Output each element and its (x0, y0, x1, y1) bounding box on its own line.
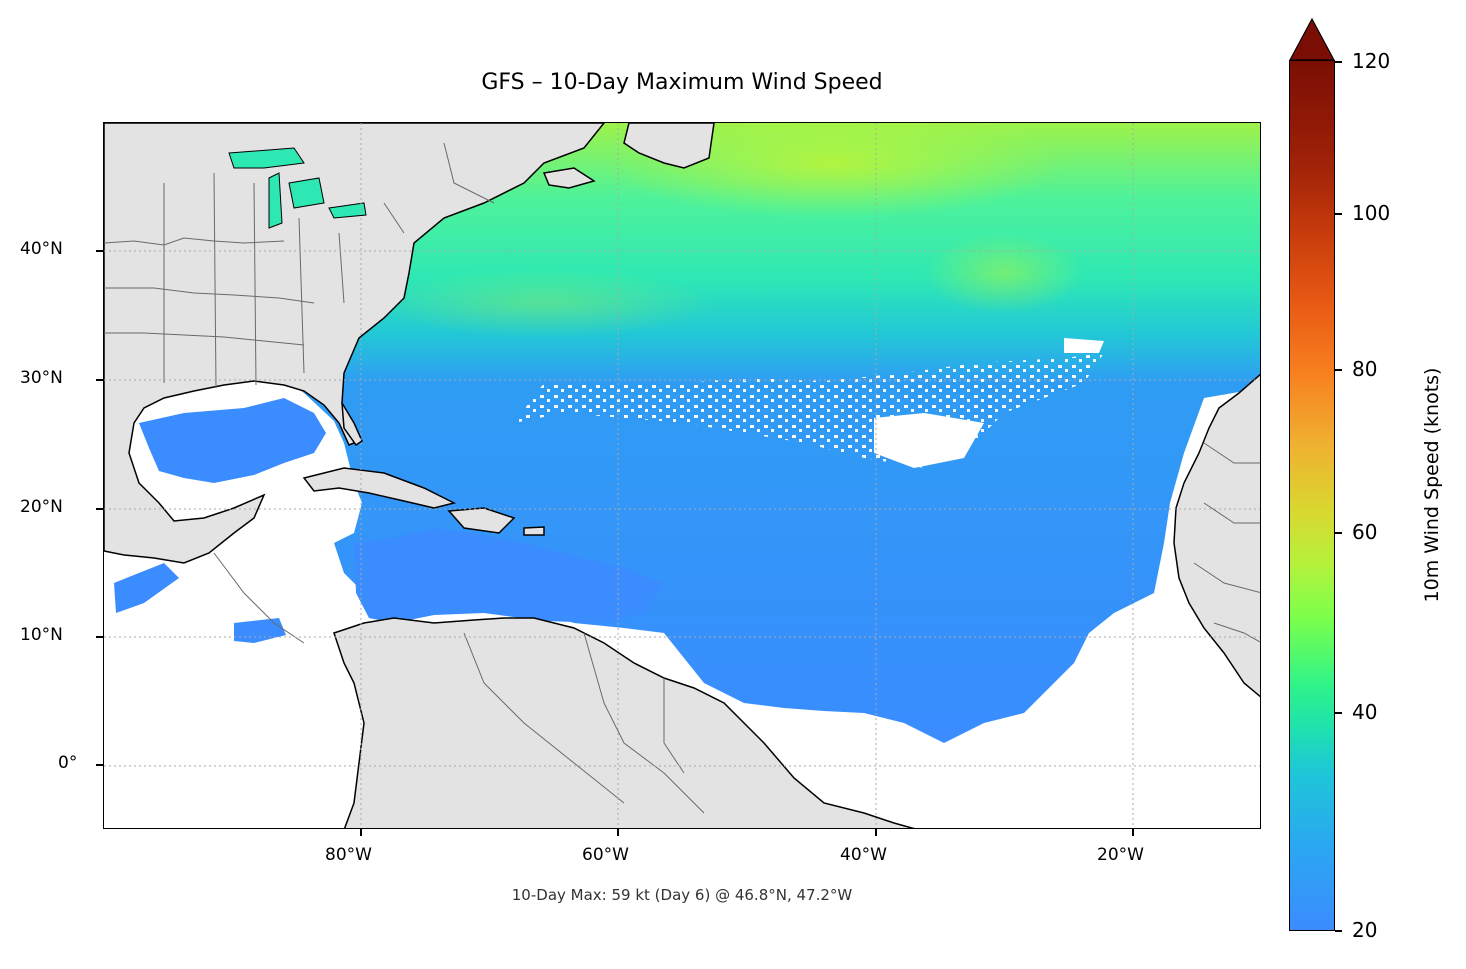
colorbar-tick (1335, 213, 1342, 215)
graticule (104, 123, 1260, 828)
lon-tick-mark (875, 829, 877, 836)
colorbar-tick-label: 100 (1352, 201, 1391, 225)
colorbar-tick (1335, 712, 1342, 714)
colorbar-tick-label: 60 (1352, 520, 1378, 544)
lon-tick-label: 20°W (1097, 845, 1144, 865)
lat-tick-mark (96, 250, 103, 252)
colorbar-tick (1335, 930, 1342, 932)
colorbar-tick-label: 80 (1352, 357, 1378, 381)
wind-map (104, 123, 1260, 828)
colorbar-title: 10m Wind Speed (knots) (1421, 367, 1443, 603)
colorbar-tick-label: 40 (1352, 700, 1378, 724)
lat-tick-mark (96, 764, 103, 766)
lat-tick-label: 20°N (20, 497, 63, 517)
lat-tick-mark (96, 636, 103, 638)
lon-tick-label: 40°W (840, 845, 887, 865)
colorbar-tick (1335, 61, 1342, 63)
lon-tick-mark (617, 829, 619, 836)
lat-tick-mark (96, 508, 103, 510)
max-wind-footnote: 10-Day Max: 59 kt (Day 6) @ 46.8°N, 47.2… (511, 886, 853, 904)
colorbar-tick-label: 120 (1352, 49, 1391, 73)
colorbar (1289, 60, 1335, 931)
lat-tick-label: 30°N (20, 368, 63, 388)
political-borders (104, 142, 1260, 814)
colorbar-gradient (1289, 60, 1335, 931)
map-title: GFS – 10-Day Maximum Wind Speed (481, 70, 883, 95)
lat-tick-label: 10°N (20, 625, 63, 645)
lat-tick-mark (96, 379, 103, 381)
colorbar-tick-label: 20 (1352, 918, 1378, 942)
lon-tick-mark (1132, 829, 1134, 836)
great-lakes (228, 147, 367, 229)
lat-tick-label: 40°N (20, 239, 63, 259)
map-panel[interactable] (103, 122, 1261, 829)
lat-tick-label: 0° (58, 753, 78, 773)
lon-tick-mark (360, 829, 362, 836)
colorbar-tick (1335, 369, 1342, 371)
lon-tick-label: 60°W (582, 845, 629, 865)
colorbar-tick (1335, 532, 1342, 534)
lon-tick-label: 80°W (325, 845, 372, 865)
colorbar-extend-arrow (1289, 18, 1335, 61)
